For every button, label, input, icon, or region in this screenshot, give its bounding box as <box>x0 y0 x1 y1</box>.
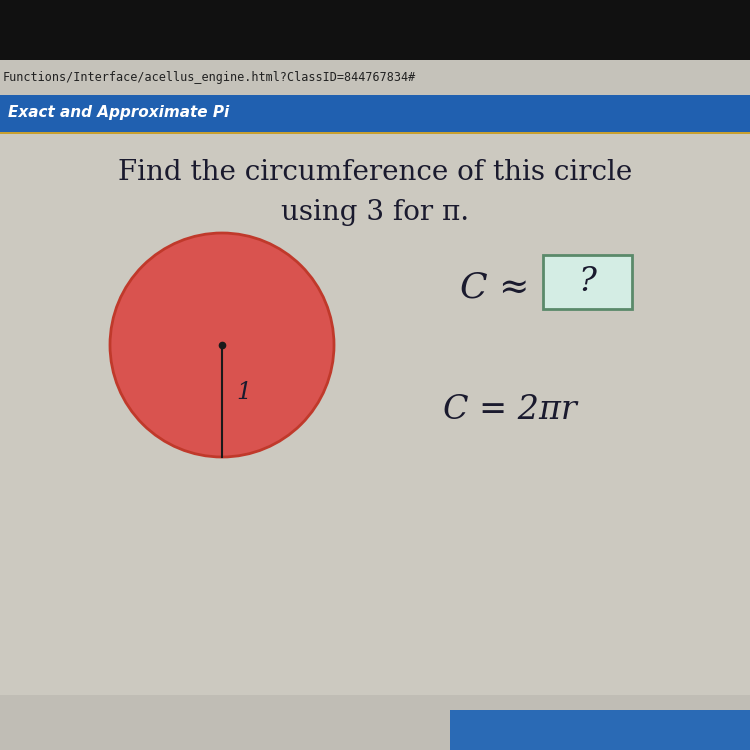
Text: ?: ? <box>578 266 596 298</box>
Bar <box>0 132 750 134</box>
Circle shape <box>110 233 334 457</box>
Text: C ≈: C ≈ <box>460 271 530 305</box>
Bar <box>0 60 750 95</box>
Text: using 3 for π.: using 3 for π. <box>281 200 469 226</box>
Bar <box>0 134 750 695</box>
FancyBboxPatch shape <box>543 255 632 309</box>
Bar <box>450 710 750 750</box>
Text: 1: 1 <box>236 380 251 404</box>
Bar <box>0 695 750 750</box>
Text: Exact and Approximate Pi: Exact and Approximate Pi <box>8 106 230 121</box>
Bar <box>0 95 750 132</box>
Text: Functions/Interface/acellus_engine.html?ClassID=844767834#: Functions/Interface/acellus_engine.html?… <box>3 71 416 85</box>
Bar <box>0 0 750 60</box>
Text: C = 2πr: C = 2πr <box>443 394 577 426</box>
Text: Find the circumference of this circle: Find the circumference of this circle <box>118 158 632 185</box>
